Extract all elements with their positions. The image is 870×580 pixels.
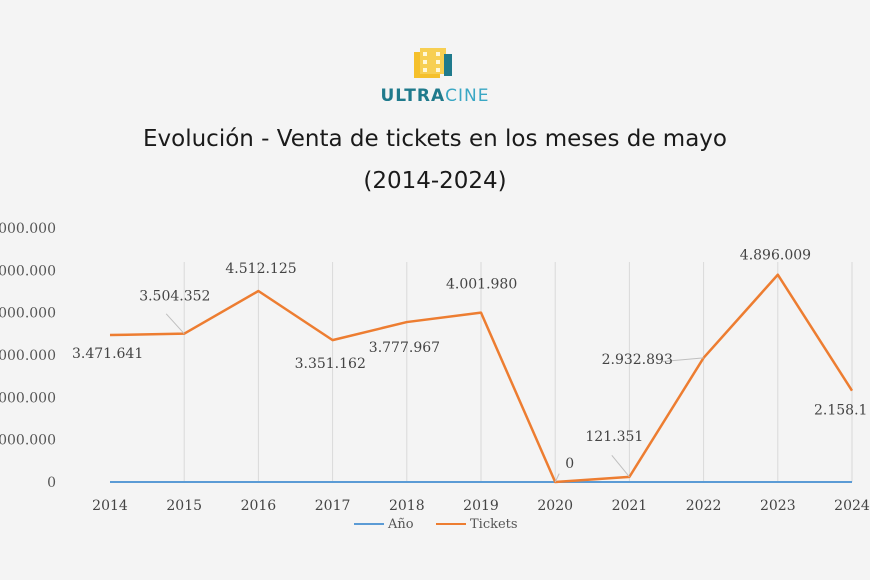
data-label-2022: 2.932.893 — [602, 352, 673, 368]
data-label-2015: 3.504.352 — [139, 289, 210, 305]
leader-line-2015 — [166, 314, 184, 334]
x-tick-label-2022: 2022 — [686, 498, 722, 514]
data-label-2019: 4.001.980 — [446, 277, 517, 293]
data-label-2017: 3.351.162 — [295, 356, 366, 372]
y-tick-label: 000.000 — [0, 221, 56, 237]
x-tick-label-2020: 2020 — [537, 498, 573, 514]
chart-legend: Año Tickets — [354, 517, 518, 532]
y-tick-label: 000.000 — [0, 433, 56, 449]
brand-name: ULTRACINE — [372, 86, 498, 106]
film-reel-icon — [414, 46, 454, 80]
y-tick-label: 000.000 — [0, 390, 56, 406]
x-tick-label-2019: 2019 — [463, 498, 499, 514]
chart-title: Evolución - Venta de tickets en los mese… — [0, 126, 870, 152]
x-tick-label-2023: 2023 — [760, 498, 796, 514]
x-tick-label-2024: 2024 — [834, 498, 870, 514]
chart-subtitle: (2014-2024) — [0, 168, 870, 194]
data-label-2014: 3.471.641 — [72, 346, 143, 362]
y-tick-label: 000.000 — [0, 348, 56, 364]
x-tick-label-2016: 2016 — [241, 498, 277, 514]
legend-label-anio: Año — [387, 517, 414, 532]
chart-data-labels: 3.471.641 3.504.352 4.512.125 3.351.1623.77… — [72, 248, 867, 482]
brand-name-part2: CINE — [445, 86, 489, 106]
data-label-2023: 4.896.009 — [740, 248, 811, 264]
x-tick-label-2015: 2015 — [166, 498, 202, 514]
x-tick-label-2014: 2014 — [92, 498, 128, 514]
leader-line-2021 — [612, 455, 630, 477]
legend-label-tickets: Tickets — [470, 517, 518, 532]
y-tick-label: 000.000 — [0, 263, 56, 279]
data-label-2024: 2.158.1 — [814, 403, 867, 419]
data-label-2018: 3.777.967 — [369, 340, 440, 356]
y-tick-label: 000.000 — [0, 306, 56, 322]
data-label-2021: 121.351 — [585, 429, 643, 445]
brand-name-part1: ULTRA — [380, 86, 445, 106]
data-label-2020: 0 — [565, 456, 574, 472]
data-label-2016: 4.512.125 — [225, 261, 296, 277]
chart-gridlines — [184, 262, 852, 482]
x-tick-label-2017: 2017 — [315, 498, 351, 514]
chart-axes: 0 000.000 000.000 000.000 000.000 000.000 000.… — [0, 221, 870, 514]
x-tick-label-2018: 2018 — [389, 498, 425, 514]
y-tick-label: 0 — [47, 475, 56, 491]
ultracine-logo: ULTRACINE — [372, 44, 498, 112]
x-tick-label-2021: 2021 — [612, 498, 648, 514]
line-chart: 0 000.000 000.000 000.000 000.000 000.000 000.… — [0, 210, 870, 540]
